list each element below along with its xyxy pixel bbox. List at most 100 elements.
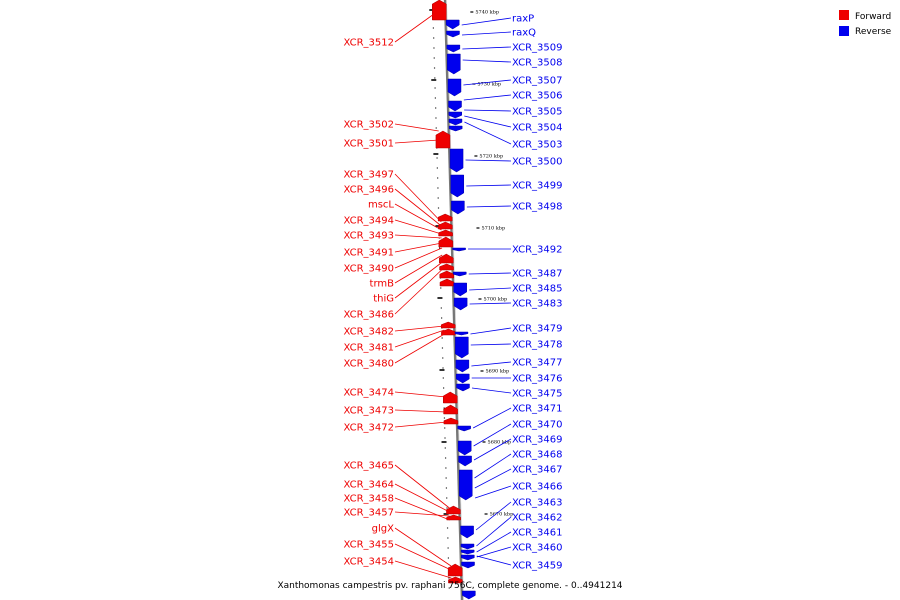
- forward-gene: [443, 391, 458, 404]
- forward-gene-label: XCR_3501: [343, 139, 394, 150]
- forward-leader: [394, 527, 452, 567]
- forward-gene: [439, 270, 455, 279]
- reverse-gene-label: XCR_3478: [512, 340, 563, 351]
- reverse-gene-label: XCR_3463: [512, 498, 563, 509]
- reverse-gene-label: XCR_3507: [512, 76, 563, 87]
- reverse-gene-label: XCR_3460: [512, 543, 563, 554]
- reverse-leader: [474, 453, 512, 479]
- reverse-gene-label: XCR_3476: [512, 374, 563, 385]
- forward-leader: [394, 543, 452, 571]
- forward-gene-label: XCR_3458: [343, 494, 394, 505]
- forward-leader: [394, 234, 442, 239]
- forward-gene: [447, 563, 463, 577]
- reverse-gene-label: XCR_3504: [512, 123, 563, 134]
- reverse-gene-label: XCR_3469: [512, 435, 563, 446]
- reverse-leader: [473, 423, 512, 447]
- reverse-gene: [457, 440, 472, 456]
- reverse-leader: [469, 287, 512, 291]
- genome-backbone: [443, 0, 464, 600]
- reverse-leader: [471, 361, 512, 367]
- kbp-ticks: 5740 kbp 5730 kbp 5720 kbp 5710 kbp 5700 kbp…: [429, 7, 514, 589]
- reverse-gene: [460, 525, 474, 539]
- kbp-tick-label: 5720 kbp: [479, 154, 503, 160]
- forward-gene-label: XCR_3474: [343, 388, 394, 399]
- reverse-gene: [448, 100, 462, 112]
- forward-leader: [394, 188, 442, 227]
- reverse-gene-label: XCR_3459: [512, 561, 563, 572]
- forward-leader: [394, 139, 439, 144]
- reverse-leader: [465, 159, 512, 162]
- reverse-gene-label: XCR_3466: [512, 482, 563, 493]
- reverse-gene: [458, 469, 473, 501]
- reverse-leader: [476, 531, 512, 553]
- forward-leader: [394, 203, 442, 231]
- leader-lines: [394, 12, 512, 579]
- reverse-gene: [447, 78, 462, 97]
- reverse-gene-label: XCR_3470: [512, 420, 563, 431]
- reverse-leader: [472, 407, 512, 429]
- forward-gene-label: XCR_3465: [343, 461, 394, 472]
- reverse-gene: [450, 174, 465, 198]
- reverse-gene-label: XCR_3485: [512, 284, 563, 295]
- reverse-gene: [447, 53, 461, 75]
- reverse-gene: [452, 247, 466, 252]
- forward-gene: [443, 404, 458, 415]
- kbp-tick-label: 5730 kbp: [477, 82, 501, 88]
- forward-gene: [438, 229, 453, 237]
- forward-gene-label: XCR_3472: [343, 423, 394, 434]
- reverse-gene: [461, 561, 475, 569]
- reverse-gene: [461, 554, 475, 561]
- forward-gene-label: thiG: [373, 294, 394, 305]
- forward-gene: [439, 253, 454, 264]
- reverse-leader: [464, 115, 512, 128]
- forward-gene: [438, 236, 454, 248]
- forward-leader: [394, 242, 442, 253]
- kbp-tick-label: 5700 kbp: [483, 297, 507, 303]
- reverse-leader: [476, 546, 512, 558]
- forward-gene-label: XCR_3490: [343, 264, 394, 275]
- reverse-gene-label: XCR_3462: [512, 513, 563, 524]
- reverse-leader: [462, 46, 512, 50]
- reverse-gene-label: XCR_3506: [512, 91, 563, 102]
- reverse-gene: [445, 19, 460, 30]
- forward-leader: [394, 329, 445, 348]
- forward-leader: [394, 391, 447, 398]
- reverse-leader: [466, 184, 512, 187]
- forward-leader: [394, 123, 439, 132]
- forward-leader: [394, 464, 450, 509]
- reverse-gene: [446, 30, 460, 38]
- reverse-gene-label: XCR_3467: [512, 465, 563, 476]
- genes: [432, 0, 476, 600]
- reverse-gene-label: XCR_3498: [512, 202, 563, 213]
- reverse-leader: [476, 555, 512, 566]
- forward-gene: [443, 417, 459, 425]
- reverse-gene-label: XCR_3503: [512, 140, 563, 151]
- reverse-leader: [461, 17, 512, 26]
- forward-leader: [394, 268, 443, 315]
- reverse-gene: [448, 125, 463, 132]
- reverse-gene-label: XCR_3475: [512, 389, 563, 400]
- reverse-gene: [448, 111, 463, 119]
- forward-gene-label: XCR_3454: [343, 557, 394, 568]
- kbp-tick-label: 5670 kbp: [490, 512, 514, 518]
- reverse-gene: [453, 271, 467, 277]
- forward-gene-label: trmB: [370, 279, 395, 290]
- reverse-gene: [456, 383, 470, 392]
- reverse-gene-label: XCR_3471: [512, 404, 563, 415]
- forward-gene-label: XCR_3497: [343, 170, 394, 181]
- reverse-leader: [466, 205, 512, 208]
- reverse-leader: [463, 94, 512, 101]
- reverse-gene: [458, 455, 472, 467]
- forward-leader: [394, 560, 452, 579]
- kbp-tick-label: 5690 kbp: [486, 369, 510, 375]
- reverse-gene-label: XCR_3479: [512, 324, 563, 335]
- reverse-leader: [476, 516, 512, 547]
- reverse-gene-label: XCR_3505: [512, 107, 563, 118]
- forward-gene: [439, 278, 455, 287]
- forward-leader: [394, 421, 447, 428]
- reverse-gene: [460, 543, 475, 550]
- legend-reverse-swatch: [839, 26, 849, 36]
- forward-gene-label: XCR_3457: [343, 508, 394, 519]
- forward-gene-label: XCR_3482: [343, 327, 394, 338]
- reverse-leader: [470, 327, 512, 335]
